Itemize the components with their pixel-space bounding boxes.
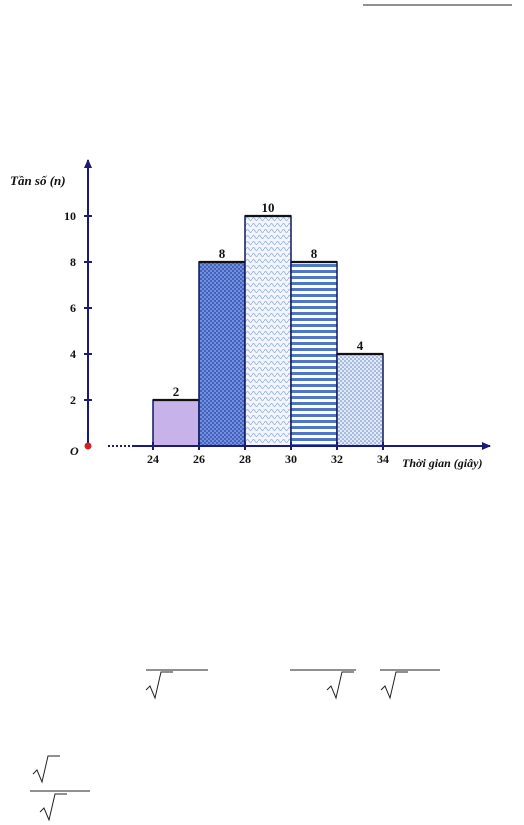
x-tick-label: 34 bbox=[377, 452, 389, 466]
histogram-bar bbox=[290, 261, 338, 447]
ticks-layer bbox=[84, 215, 384, 450]
y-tick-label: 8 bbox=[70, 255, 76, 269]
origin-dot bbox=[84, 442, 92, 450]
y-axis-label: Tần số (n) bbox=[10, 173, 66, 188]
y-tick-label: 10 bbox=[64, 209, 76, 223]
bar-value-label: 4 bbox=[357, 338, 364, 353]
x-tick-label: 24 bbox=[147, 452, 159, 466]
histogram-bar bbox=[336, 353, 384, 447]
origin-label: O bbox=[70, 444, 79, 458]
y-tick-label: 6 bbox=[70, 301, 76, 315]
bar-value-label: 8 bbox=[311, 246, 318, 261]
histogram-bar bbox=[244, 215, 292, 447]
bars-layer bbox=[152, 214, 384, 447]
x-tick-label: 32 bbox=[331, 452, 343, 466]
x-tick-label: 26 bbox=[193, 452, 205, 466]
bar-value-label: 2 bbox=[173, 384, 180, 399]
x-tick-label: 30 bbox=[285, 452, 297, 466]
bar-value-label: 8 bbox=[219, 246, 226, 261]
y-tick-label: 4 bbox=[70, 347, 76, 361]
x-tick-label: 28 bbox=[239, 452, 251, 466]
x-axis-label: Thời gian (giây) bbox=[402, 456, 482, 470]
axes-layer bbox=[84, 159, 491, 450]
blank-formula-marks bbox=[30, 669, 440, 822]
histogram-bar bbox=[152, 399, 200, 447]
y-tick-label: 2 bbox=[70, 393, 76, 407]
histogram-bar bbox=[198, 261, 246, 447]
bar-value-label: 10 bbox=[262, 200, 275, 215]
